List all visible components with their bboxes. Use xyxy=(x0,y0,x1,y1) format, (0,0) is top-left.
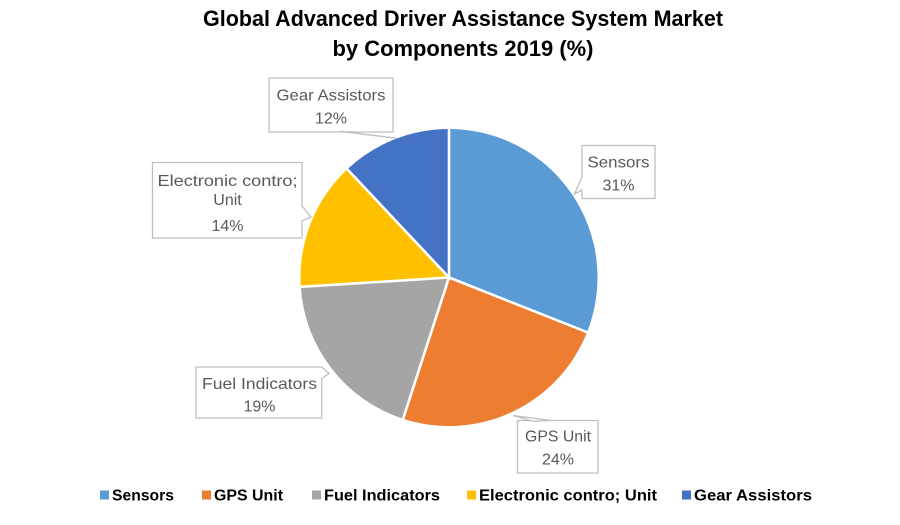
svg-text:Electronic contro;: Electronic contro; xyxy=(158,173,298,190)
svg-text:19%: 19% xyxy=(243,399,275,416)
svg-text:Global Advanced Driver Assista: Global Advanced Driver Assistance System… xyxy=(203,6,724,31)
svg-text:GPS Unit: GPS Unit xyxy=(525,429,592,446)
svg-text:Gear Assistors: Gear Assistors xyxy=(694,488,812,505)
svg-text:Unit: Unit xyxy=(213,192,242,209)
svg-text:GPS Unit: GPS Unit xyxy=(214,488,284,505)
svg-text:24%: 24% xyxy=(542,452,574,469)
svg-text:14%: 14% xyxy=(211,218,243,235)
svg-text:Sensors: Sensors xyxy=(588,155,650,172)
svg-text:Gear Assistors: Gear Assistors xyxy=(277,88,386,105)
svg-text:Sensors: Sensors xyxy=(112,488,174,505)
svg-text:12%: 12% xyxy=(315,111,347,128)
svg-text:Fuel Indicators: Fuel Indicators xyxy=(202,376,317,393)
svg-text:Electronic contro; Unit: Electronic contro; Unit xyxy=(479,488,658,505)
svg-text:31%: 31% xyxy=(602,178,634,195)
svg-text:by Components 2019 (%): by Components 2019 (%) xyxy=(333,36,594,61)
svg-text:Fuel Indicators: Fuel Indicators xyxy=(324,488,440,505)
